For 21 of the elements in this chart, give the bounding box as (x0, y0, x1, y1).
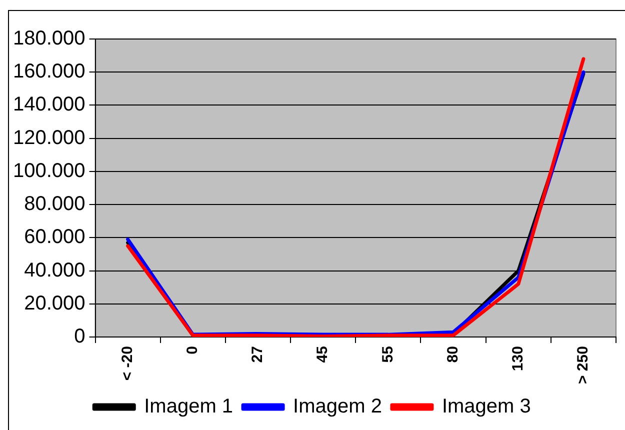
y-tick-label: 140.000 (13, 94, 86, 116)
y-tick-label: 180.000 (13, 28, 86, 50)
y-tick-label: 160.000 (13, 60, 86, 83)
x-tick-label: > 250 (574, 346, 592, 384)
x-tick-label: 55 (379, 346, 396, 363)
y-tick-label: 0 (74, 326, 86, 348)
legend-label: Imagem 2 (293, 396, 382, 418)
x-tick-label: 45 (314, 346, 332, 363)
legend-label: Imagem 1 (144, 396, 234, 418)
y-tick-label: 40.000 (24, 259, 86, 282)
y-tick-label: 60.000 (24, 226, 86, 248)
x-tick-label: 27 (249, 346, 266, 363)
y-tick-label: 80.000 (24, 193, 86, 216)
x-tick-label: 0 (184, 346, 202, 354)
x-tick-label: 130 (510, 346, 527, 372)
x-tick-label: < -20 (118, 346, 136, 381)
legend-label: Imagem 3 (442, 396, 531, 418)
y-tick-label: 120.000 (13, 126, 86, 149)
x-tick-label: 80 (444, 346, 462, 363)
y-tick-label: 20.000 (24, 292, 86, 314)
y-tick-label: 100.000 (13, 160, 86, 182)
